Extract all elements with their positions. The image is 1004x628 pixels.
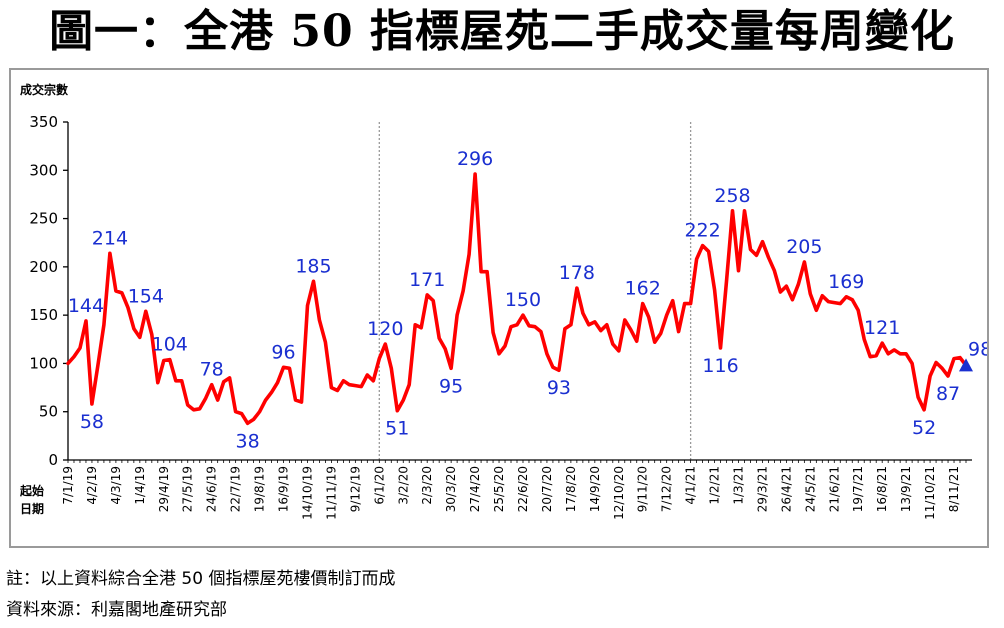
data-label: 104	[152, 334, 188, 356]
data-label: 185	[295, 255, 331, 277]
data-label: 52	[912, 417, 936, 439]
x-tick-label: 17/8/20	[564, 466, 578, 512]
data-label: 95	[439, 375, 463, 397]
y-tick-label: 100	[29, 354, 58, 372]
data-label: 96	[271, 341, 295, 363]
x-tick-label: 25/5/20	[492, 466, 506, 512]
x-tick-label: 27/5/19	[181, 466, 195, 512]
x-tick-label: 16/9/19	[277, 466, 291, 512]
x-tick-label: 3/2/20	[396, 466, 410, 505]
x-tick-label: 14/10/19	[300, 466, 314, 520]
data-label: 78	[200, 359, 224, 381]
x-tick-label: 16/8/21	[875, 466, 889, 512]
data-label: 171	[409, 269, 445, 291]
x-tick-label: 7/12/20	[660, 466, 674, 512]
x-tick-label: 1/3/21	[732, 466, 746, 505]
x-tick-label: 12/10/20	[612, 466, 626, 520]
data-label: 144	[68, 295, 104, 317]
x-tick-label: 9/11/20	[636, 466, 650, 512]
data-label: 98	[968, 338, 987, 360]
data-label: 169	[828, 271, 864, 293]
x-tick-label: 30/3/20	[444, 466, 458, 512]
x-tick-label: 19/7/21	[851, 466, 865, 512]
data-label: 150	[505, 289, 541, 311]
page-title: 圖一：全港 50 指標屋苑二手成交量每周變化	[49, 6, 955, 57]
data-label: 121	[864, 317, 900, 339]
data-label: 87	[936, 383, 960, 405]
x-tick-label: 27/4/20	[468, 466, 482, 512]
x-tick-label: 1/4/19	[133, 466, 147, 505]
series-line	[66, 172, 968, 426]
y-tick-label: 50	[39, 403, 58, 421]
x-tick-label: 4/2/19	[85, 466, 99, 505]
x-tick-label: 22/6/20	[516, 466, 530, 512]
line-chart: 成交宗數 0 50 100 150 200 250 300 350 7/1/19 4/2/19 4/3…	[19, 82, 987, 520]
x-tick-label: 13/9/21	[899, 466, 913, 512]
x-tick-label: 22/7/19	[229, 466, 243, 512]
data-label: 178	[559, 262, 595, 284]
x-tick-label: 20/7/20	[540, 466, 554, 512]
y-tick-label: 300	[29, 161, 58, 179]
y-axis-title: 成交宗數	[20, 82, 68, 97]
x-tick-label: 4/3/19	[109, 466, 123, 505]
x-axis-caption: 起始	[19, 483, 44, 498]
data-label: 120	[367, 318, 403, 340]
data-label: 38	[236, 430, 260, 452]
x-tick-label: 21/6/21	[827, 466, 841, 512]
data-label: 93	[547, 377, 571, 399]
x-tick-label: 6/1/20	[372, 466, 386, 505]
x-tick-label: 1/2/21	[708, 466, 722, 505]
data-label: 222	[684, 220, 720, 242]
x-tick-label: 19/8/19	[253, 466, 267, 512]
data-label: 214	[92, 227, 128, 249]
chart-frame: 成交宗數 0 50 100 150 200 250 300 350 7/1/19 4/2/19 4/3…	[9, 68, 989, 548]
footnote-source: 資料來源：利嘉閣地產研究部	[6, 600, 227, 620]
x-tick-label: 29/3/21	[755, 466, 769, 512]
x-axis-caption: 日期	[20, 501, 44, 516]
footnote-note: 註：以上資料綜合全港 50 個指標屋苑樓價制訂而成	[6, 569, 396, 589]
y-tick-label: 0	[48, 451, 58, 469]
data-label: 154	[128, 285, 164, 307]
y-tick-label: 150	[29, 306, 58, 324]
x-tick-label: 14/9/20	[588, 466, 602, 512]
x-tick-label: 8/11/21	[947, 466, 961, 512]
data-label: 58	[80, 411, 104, 433]
x-tick-label: 4/1/21	[684, 466, 698, 505]
x-tick-label: 11/11/19	[324, 466, 338, 520]
x-tick-label: 24/6/19	[205, 466, 219, 512]
data-label: 51	[385, 418, 409, 440]
y-tick-label: 200	[29, 258, 58, 276]
end-point-marker	[959, 358, 973, 372]
data-label: 258	[714, 185, 750, 207]
data-label: 116	[702, 355, 738, 377]
x-tick-label: 9/12/19	[348, 466, 362, 512]
data-label: 205	[786, 236, 822, 258]
x-tick-label: 26/4/21	[779, 466, 793, 512]
x-tick-label: 29/4/19	[157, 466, 171, 512]
data-label: 162	[625, 278, 661, 300]
x-tick-label: 24/5/21	[803, 466, 817, 512]
y-tick-label: 250	[29, 210, 58, 228]
x-tick-label: 11/10/21	[923, 466, 937, 520]
data-label: 296	[457, 148, 493, 170]
x-tick-label: 7/1/19	[61, 466, 75, 505]
y-tick-label: 350	[29, 113, 58, 131]
x-tick-label: 2/3/20	[420, 466, 434, 505]
